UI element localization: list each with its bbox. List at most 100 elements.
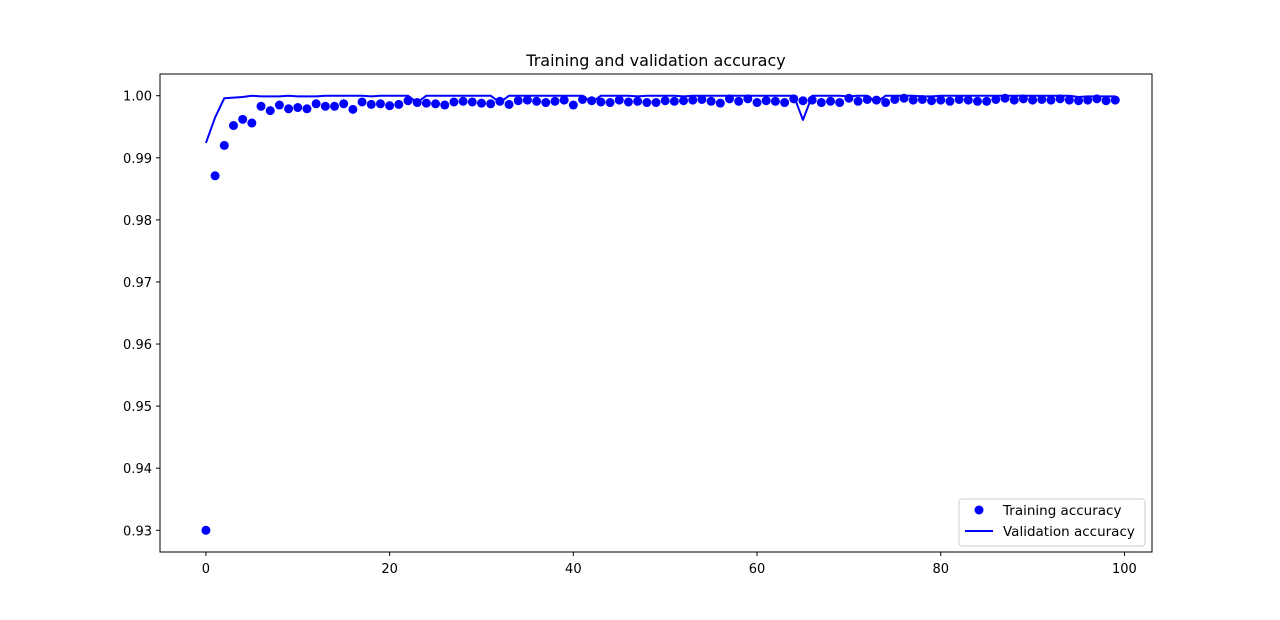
- training-accuracy-point: [908, 95, 918, 105]
- training-accuracy-point: [1064, 95, 1074, 105]
- training-accuracy-point: [412, 98, 422, 108]
- training-accuracy-point: [330, 101, 340, 111]
- training-accuracy-point: [348, 104, 358, 114]
- training-accuracy-point: [1028, 95, 1038, 105]
- training-accuracy-point: [201, 525, 211, 535]
- training-accuracy-point: [219, 140, 229, 150]
- training-accuracy-point: [403, 96, 413, 106]
- training-accuracy-point: [228, 121, 238, 131]
- training-accuracy-point: [660, 96, 670, 106]
- training-accuracy-point: [596, 97, 606, 107]
- x-tick-label: 100: [1112, 562, 1137, 577]
- training-accuracy-point: [385, 101, 395, 111]
- y-tick-label: 0.96: [123, 338, 152, 353]
- training-accuracy-point: [706, 96, 716, 106]
- training-accuracy-point: [247, 118, 257, 128]
- y-tick-label: 0.95: [123, 400, 152, 415]
- training-accuracy-point: [495, 96, 505, 106]
- legend-box: [958, 498, 1146, 547]
- training-accuracy-point: [541, 98, 551, 108]
- training-accuracy-point: [982, 96, 992, 106]
- training-accuracy-point: [1009, 95, 1019, 105]
- training-accuracy-point: [320, 101, 330, 111]
- training-accuracy-point: [835, 98, 845, 108]
- training-accuracy-point: [862, 94, 872, 104]
- training-accuracy-point: [256, 101, 266, 111]
- training-accuracy-point: [917, 94, 927, 104]
- training-accuracy-point: [440, 100, 450, 110]
- training-accuracy-point: [871, 95, 881, 105]
- training-accuracy-point: [1046, 95, 1056, 105]
- training-accuracy-point: [761, 96, 771, 106]
- training-accuracy-point: [752, 98, 762, 108]
- training-accuracy-point: [587, 96, 597, 106]
- legend-label-training: Training accuracy: [1002, 503, 1121, 519]
- training-accuracy-point: [311, 99, 321, 109]
- training-accuracy-point: [780, 98, 790, 108]
- training-accuracy-point: [899, 93, 909, 103]
- training-accuracy-point: [302, 104, 312, 114]
- training-accuracy-point: [1110, 95, 1120, 105]
- legend-marker-training: [974, 505, 984, 515]
- training-accuracy-point: [1018, 94, 1028, 104]
- training-accuracy-point: [532, 96, 542, 106]
- training-accuracy-point: [991, 94, 1001, 104]
- training-accuracy-point: [293, 103, 303, 113]
- training-accuracy-point: [890, 94, 900, 104]
- training-accuracy-point: [375, 99, 385, 109]
- training-accuracy-point: [238, 114, 248, 124]
- y-tick-label: 0.93: [123, 524, 152, 539]
- training-accuracy-point: [339, 99, 349, 109]
- training-accuracy-point: [881, 98, 891, 108]
- training-accuracy-point: [504, 99, 514, 109]
- training-accuracy-point: [431, 99, 441, 109]
- training-accuracy-point: [366, 99, 376, 109]
- training-accuracy-point: [1000, 93, 1010, 103]
- training-accuracy-point: [467, 97, 477, 107]
- training-accuracy-point: [954, 94, 964, 104]
- training-accuracy-point: [743, 94, 753, 104]
- training-accuracy-point: [476, 98, 486, 108]
- y-tick-label: 0.94: [123, 462, 152, 477]
- training-accuracy-point: [605, 98, 615, 108]
- training-accuracy-point: [642, 98, 652, 108]
- y-axis: 0.93 0.94 0.95 0.96 0.97 0.98 0.99 1.00: [123, 90, 160, 539]
- training-accuracy-point: [826, 96, 836, 106]
- training-accuracy-point: [274, 100, 284, 110]
- training-accuracy-point: [210, 171, 220, 181]
- training-accuracy-point: [816, 98, 826, 108]
- training-accuracy-point: [458, 96, 468, 106]
- training-accuracy-point: [1101, 96, 1111, 106]
- training-accuracy-point: [853, 96, 863, 106]
- training-accuracy-point: [651, 98, 661, 108]
- y-tick-label: 0.97: [123, 276, 152, 291]
- training-accuracy-point: [770, 96, 780, 106]
- training-accuracy-point: [1074, 96, 1084, 106]
- training-accuracy-point: [284, 104, 294, 114]
- training-accuracy-point: [697, 94, 707, 104]
- training-accuracy-point: [945, 96, 955, 106]
- training-accuracy-point: [522, 95, 532, 105]
- x-tick-label: 80: [932, 562, 949, 577]
- training-accuracy-point: [936, 95, 946, 105]
- training-accuracy-point: [789, 94, 799, 104]
- training-accuracy-point: [394, 99, 404, 109]
- training-accuracy-point: [449, 97, 459, 107]
- training-accuracy-point: [688, 95, 698, 105]
- x-tick-label: 20: [381, 562, 398, 577]
- y-tick-label: 1.00: [123, 90, 152, 105]
- training-accuracy-point: [724, 94, 734, 104]
- training-accuracy-point: [265, 106, 275, 116]
- training-accuracy-point: [614, 95, 624, 105]
- training-accuracy-point: [927, 96, 937, 106]
- training-accuracy-point: [715, 98, 725, 108]
- training-accuracy-point: [963, 95, 973, 105]
- x-tick-label: 40: [565, 562, 582, 577]
- validation-line-group: [204, 94, 1116, 144]
- chart-title: Training and validation accuracy: [525, 51, 785, 70]
- training-accuracy-point: [559, 95, 569, 105]
- training-accuracy-point: [972, 96, 982, 106]
- training-accuracy-point: [807, 95, 817, 105]
- training-accuracy-point: [550, 96, 560, 106]
